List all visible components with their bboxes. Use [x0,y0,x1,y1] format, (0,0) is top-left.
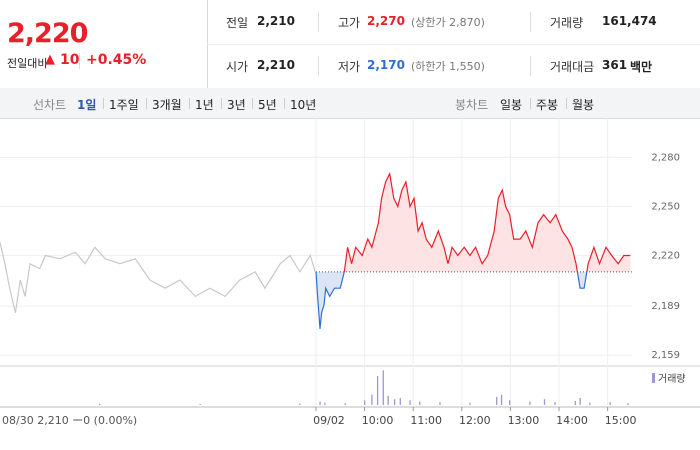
tab-separator [566,98,567,109]
footer-info: 08/30 2,210 ー0 (0.00%) [2,414,137,427]
tab-separator [103,98,104,109]
volume-bar [439,402,441,405]
change-arrow: ▲ [45,52,55,67]
area-up [316,173,631,272]
x-tick-label: 12:00 [459,414,491,427]
tab-separator [252,98,253,109]
volume-bar [543,399,546,405]
x-tick-label: 09/02 [313,414,345,427]
y-tick-label: 2,220 [651,250,680,261]
tab-separator [221,98,222,109]
chart: 2,159 2,189 2,220 2,250 2,280 09/02 10:00 11:00… [0,118,700,427]
volume-bar [627,403,629,405]
info-value: 2,210 [257,58,295,72]
x-tick-label: 15:00 [605,414,637,427]
volume-bar [299,403,301,405]
volume-bar [99,403,101,405]
x-tick-label: 10:00 [362,414,394,427]
change-percent: +0.45% [86,52,147,68]
volume-bar [409,400,411,405]
tab[interactable]: 5년 [258,98,277,112]
price-line-up [315,171,631,272]
tab[interactable]: 1년 [195,98,214,112]
divider [79,53,80,69]
info-label: 거래대금 [550,60,595,74]
volume-bar [509,400,511,405]
volume-bar [496,396,498,405]
info-label: 거래량 [550,16,584,30]
volume-bar [371,394,373,405]
divider [530,56,531,76]
row-divider [207,44,700,45]
tab-group-label: 선차트 [33,98,67,112]
info-label: 시가 [226,60,249,74]
volume-bar [382,370,384,405]
volume-bar [324,402,326,405]
volume-bar [529,401,531,405]
tab-separator [284,98,285,109]
change-amount: 10 [60,52,80,68]
info-note: 백만 [630,60,653,74]
tab[interactable]: 월봉 [572,98,595,112]
volume-bar [589,402,591,405]
tab-group-label: 봉차트 [455,98,489,112]
info-note: (하한가 1,550) [411,60,485,73]
price-box: 2,220 전일대비 ▲ 10 +0.45% [0,0,208,88]
info-note: (상한가 2,870) [411,16,485,29]
tab[interactable]: 1일 [77,98,97,112]
info-value: 2,210 [257,14,295,28]
divider [318,56,319,76]
info-label: 고가 [338,16,361,30]
volume-bar [419,401,421,405]
volume-bar [609,402,611,405]
tab[interactable]: 1주일 [109,98,139,112]
tab-separator [146,98,147,109]
volume-bar [554,402,556,405]
volume-bar [393,399,396,405]
period-tabs: 선차트 1일 1주일 3개월 1년 3년 5년 10년 봉차트 일봉 주봉 월봉 [0,88,700,119]
tab[interactable]: 일봉 [500,98,523,112]
tab[interactable]: 주봉 [536,98,559,112]
x-tick-label: 11:00 [410,414,442,427]
volume-bar [344,403,346,405]
change-label: 전일대비 [7,57,48,70]
price: 2,220 [7,18,88,49]
legend-label: 거래량 [658,373,686,385]
y-tick-label: 2,250 [651,201,680,212]
volume-bar [579,398,581,405]
info-value: 2,270 [367,14,405,28]
volume-bar [500,394,503,405]
x-tick-label: 13:00 [508,414,540,427]
y-tick-label: 2,159 [651,350,680,361]
volume-bar [387,395,389,405]
price-line [0,242,316,313]
tab[interactable]: 3개월 [152,98,182,112]
volume-bar [399,398,401,405]
divider [318,12,319,32]
tab-separator [530,98,531,109]
volume-bar [574,400,576,405]
y-tick-label: 2,189 [651,301,680,312]
info-label: 저가 [338,60,361,74]
volume-bar [199,404,201,405]
volume-bar [469,402,471,405]
tab-separator [189,98,190,109]
legend-swatch [652,373,655,383]
divider [530,12,531,32]
tab[interactable]: 3년 [227,98,246,112]
header: 2,220 전일대비 ▲ 10 +0.45% 전일 2,210 고가 2,270 (상한… [0,0,700,89]
volume-bar [363,400,366,405]
x-tick-label: 14:00 [556,414,588,427]
tab[interactable]: 10년 [290,98,317,112]
info-value: 2,170 [367,58,405,72]
info-value: 161,474 [602,14,657,28]
y-tick-label: 2,280 [651,152,680,163]
info-label: 전일 [226,16,249,30]
volume-bar [376,376,379,405]
info-value: 361 [602,58,628,72]
volume-bar [319,401,321,405]
